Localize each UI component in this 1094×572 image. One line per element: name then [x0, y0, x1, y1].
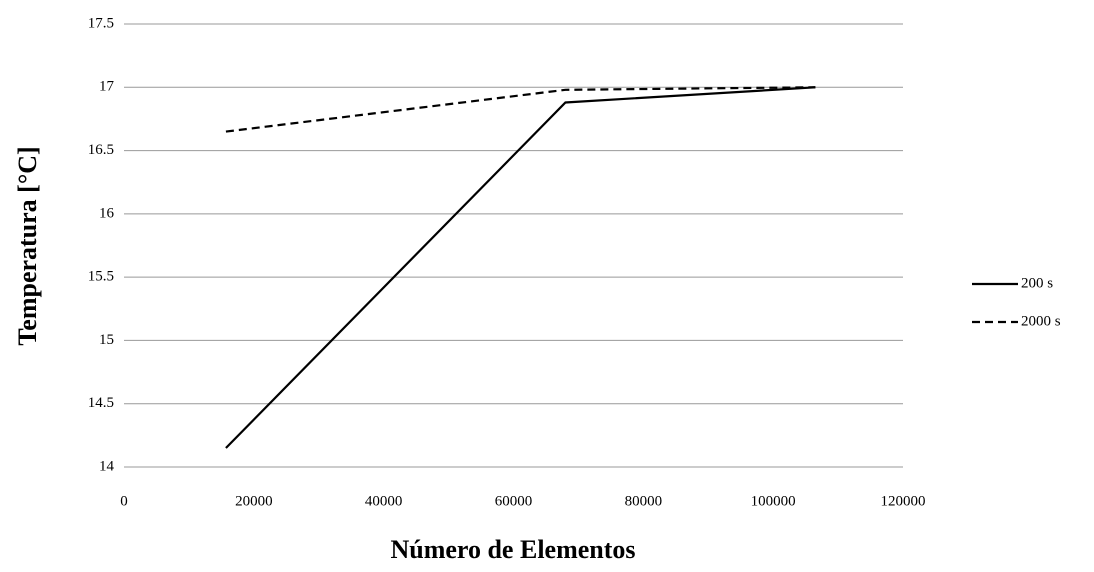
y-tick-label: 17.5	[88, 15, 114, 31]
legend-label: 2000 s	[1021, 313, 1061, 329]
x-tick-label: 100000	[751, 493, 796, 509]
y-axis-title: Temperatura [°C]	[13, 146, 42, 345]
legend-label: 200 s	[1021, 275, 1053, 291]
series-line	[225, 86, 816, 133]
y-tick-label: 16.5	[88, 142, 114, 158]
y-tick-label: 17	[99, 79, 115, 95]
y-tick-label: 14.5	[88, 395, 114, 411]
x-tick-label: 80000	[625, 493, 663, 509]
x-tick-label: 60000	[495, 493, 533, 509]
y-tick-label: 15.5	[88, 269, 114, 285]
x-tick-label: 0	[120, 493, 128, 509]
x-tick-label: 40000	[365, 493, 403, 509]
y-tick-label: 16	[99, 205, 115, 221]
y-tick-label: 14	[99, 458, 115, 474]
x-axis-title: Número de Elementos	[390, 535, 635, 564]
x-tick-label: 20000	[235, 493, 273, 509]
x-tick-label: 120000	[881, 493, 926, 509]
y-tick-label: 15	[99, 332, 114, 348]
series-line	[225, 86, 816, 449]
